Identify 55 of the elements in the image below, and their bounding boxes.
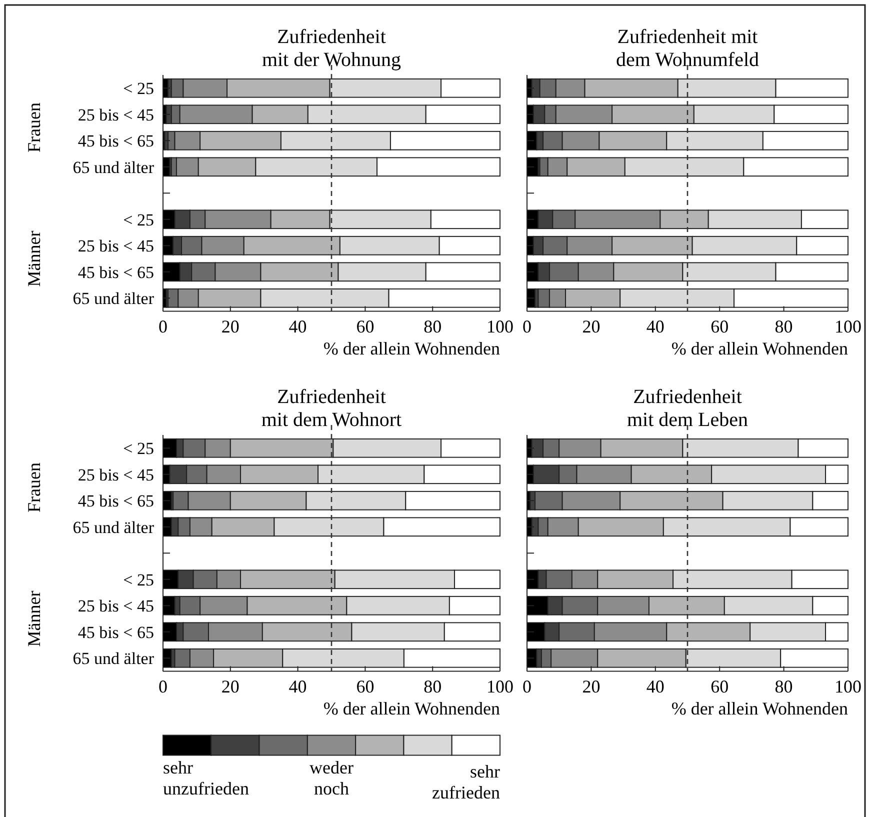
y-tick-label: 65 und älter	[72, 649, 154, 668]
x-tick-label: 80	[424, 676, 442, 696]
x-tick-label: 60	[710, 676, 729, 696]
x-tick-label: 40	[288, 316, 307, 336]
y-tick-label: 45 bis < 65	[78, 132, 154, 151]
text: Frauen	[24, 102, 44, 152]
x-tick-label: 20	[221, 316, 240, 336]
x-axis-title: % der allein Wohnenden	[671, 698, 848, 718]
legend-label: weder noch	[310, 757, 354, 798]
y-tick-label: < 25	[123, 439, 154, 458]
x-tick-label: 0	[158, 676, 168, 696]
x-tick-label: 0	[158, 316, 168, 336]
x-tick-label: 40	[646, 316, 664, 336]
x-tick-label: 80	[424, 316, 442, 336]
x-tick-label: 80	[774, 316, 793, 336]
x-tick-label: 40	[288, 676, 307, 696]
y-tick-label: 65 und älter	[72, 289, 154, 308]
x-tick-label: 20	[582, 316, 600, 336]
y-tick-label: < 25	[123, 210, 154, 230]
y-tick-label: 25 bis < 45	[78, 596, 154, 616]
x-tick-label: 20	[582, 676, 600, 696]
y-tick-label: 45 bis < 65	[78, 262, 154, 282]
text: Männer	[24, 230, 44, 287]
x-tick-label: 20	[221, 676, 240, 696]
x-tick-label: 60	[710, 316, 729, 336]
y-tick-label: 25 bis < 45	[78, 105, 154, 124]
x-tick-label: 0	[522, 676, 532, 696]
y-tick-label: < 25	[123, 79, 154, 98]
x-tick-label: 100	[834, 676, 862, 696]
x-tick-label: 100	[486, 676, 514, 696]
text: Männer	[24, 590, 44, 647]
legend-label: sehr zufrieden	[432, 761, 500, 802]
chart-title: Zufriedenheit mit dem Wohnumfeld	[616, 26, 759, 71]
x-tick-label: 80	[774, 676, 793, 696]
chart-title: Zufriedenheit mit dem Wohnort	[261, 386, 402, 431]
x-tick-label: 100	[834, 316, 862, 336]
y-tick-label: < 25	[123, 570, 154, 590]
y-tick-label: 65 und älter	[72, 158, 154, 177]
chart-title: Zufriedenheit mit der Wohnung	[262, 26, 402, 71]
x-axis-title: % der allein Wohnenden	[323, 698, 500, 718]
x-tick-label: 60	[356, 676, 374, 696]
y-tick-label: 65 und älter	[72, 518, 154, 537]
legend-label: sehr unzufrieden	[163, 757, 249, 798]
chart-title: Zufriedenheit mit dem Leben	[626, 386, 748, 431]
y-tick-label: 25 bis < 45	[78, 465, 154, 484]
y-tick-label: 45 bis < 65	[78, 622, 154, 642]
x-tick-label: 0	[522, 316, 532, 336]
y-tick-label: 45 bis < 65	[78, 492, 154, 511]
x-tick-label: 40	[646, 676, 664, 696]
text: Frauen	[24, 462, 44, 512]
x-tick-label: 100	[486, 316, 514, 336]
x-axis-title: % der allein Wohnenden	[323, 338, 500, 358]
x-axis-title: % der allein Wohnenden	[671, 338, 848, 358]
y-tick-label: 25 bis < 45	[78, 236, 154, 256]
x-tick-label: 60	[356, 316, 374, 336]
